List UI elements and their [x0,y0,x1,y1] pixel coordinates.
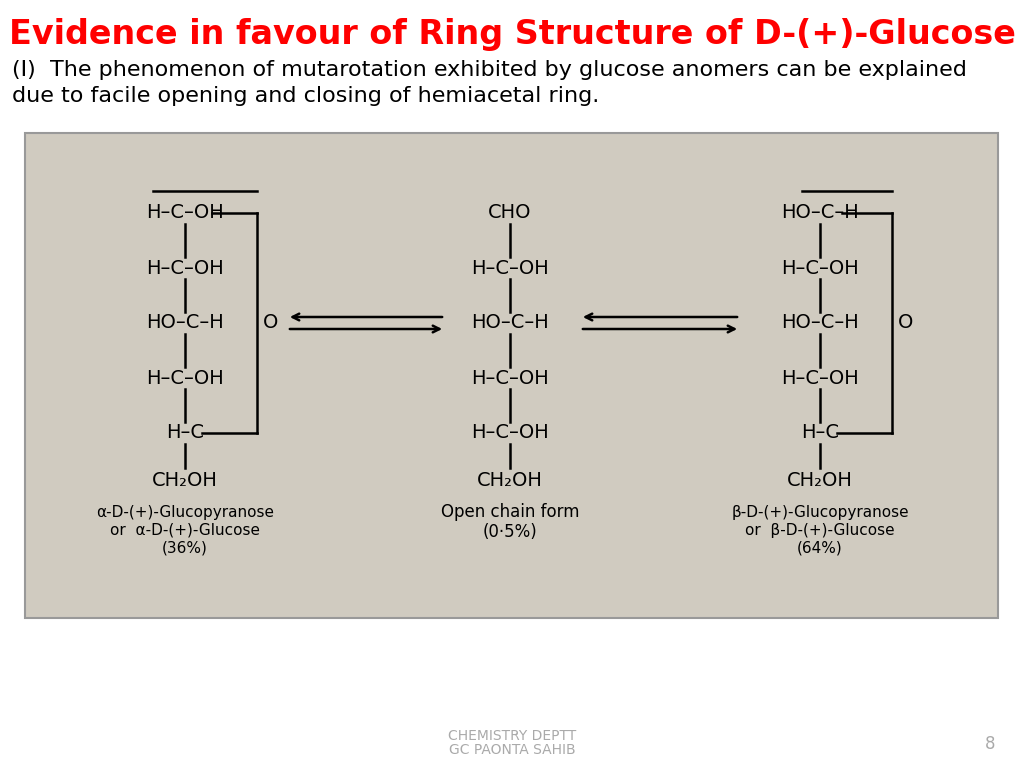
Text: H–C–OH: H–C–OH [146,259,224,277]
Text: CH₂OH: CH₂OH [477,471,543,489]
Text: (64%): (64%) [797,541,843,555]
Text: H–C–OH: H–C–OH [471,423,549,442]
Text: H–C–OH: H–C–OH [146,369,224,388]
Text: HO–C–H: HO–C–H [146,313,224,333]
Text: H–C: H–C [166,423,204,442]
Text: H–C–OH: H–C–OH [471,369,549,388]
Text: α-D-(+)-Glucopyranose: α-D-(+)-Glucopyranose [96,505,274,519]
Text: Evidence in favour of Ring Structure of D-(+)-Glucose: Evidence in favour of Ring Structure of … [8,18,1016,51]
Text: H–C: H–C [801,423,839,442]
Text: H–C–OH: H–C–OH [781,259,859,277]
Text: 8: 8 [985,735,995,753]
Text: HO–C–H: HO–C–H [471,313,549,333]
Text: β-D-(+)-Glucopyranose: β-D-(+)-Glucopyranose [731,505,909,519]
Text: H–C–OH: H–C–OH [781,369,859,388]
Text: (I)  The phenomenon of mutarotation exhibited by glucose anomers can be explaine: (I) The phenomenon of mutarotation exhib… [12,60,967,80]
Text: Open chain form: Open chain form [440,503,580,521]
Text: due to facile opening and closing of hemiacetal ring.: due to facile opening and closing of hem… [12,86,599,106]
Text: CHO: CHO [488,204,531,223]
Text: or  α-D-(+)-Glucose: or α-D-(+)-Glucose [110,522,260,538]
Text: (36%): (36%) [162,541,208,555]
Text: HO–C–H: HO–C–H [781,313,859,333]
Text: O: O [263,313,279,333]
Text: CH₂OH: CH₂OH [152,471,218,489]
Text: or  β-D-(+)-Glucose: or β-D-(+)-Glucose [745,522,895,538]
Text: H–C–OH: H–C–OH [146,204,224,223]
Text: HO–C–H: HO–C–H [781,204,859,223]
Text: (0·5%): (0·5%) [482,523,538,541]
Text: O: O [898,313,913,333]
Text: CH₂OH: CH₂OH [787,471,853,489]
Text: CHEMISTRY DEPTT: CHEMISTRY DEPTT [447,729,577,743]
Text: H–C–OH: H–C–OH [471,259,549,277]
Bar [25,133,998,618]
Text: GC PAONTA SAHIB: GC PAONTA SAHIB [449,743,575,757]
